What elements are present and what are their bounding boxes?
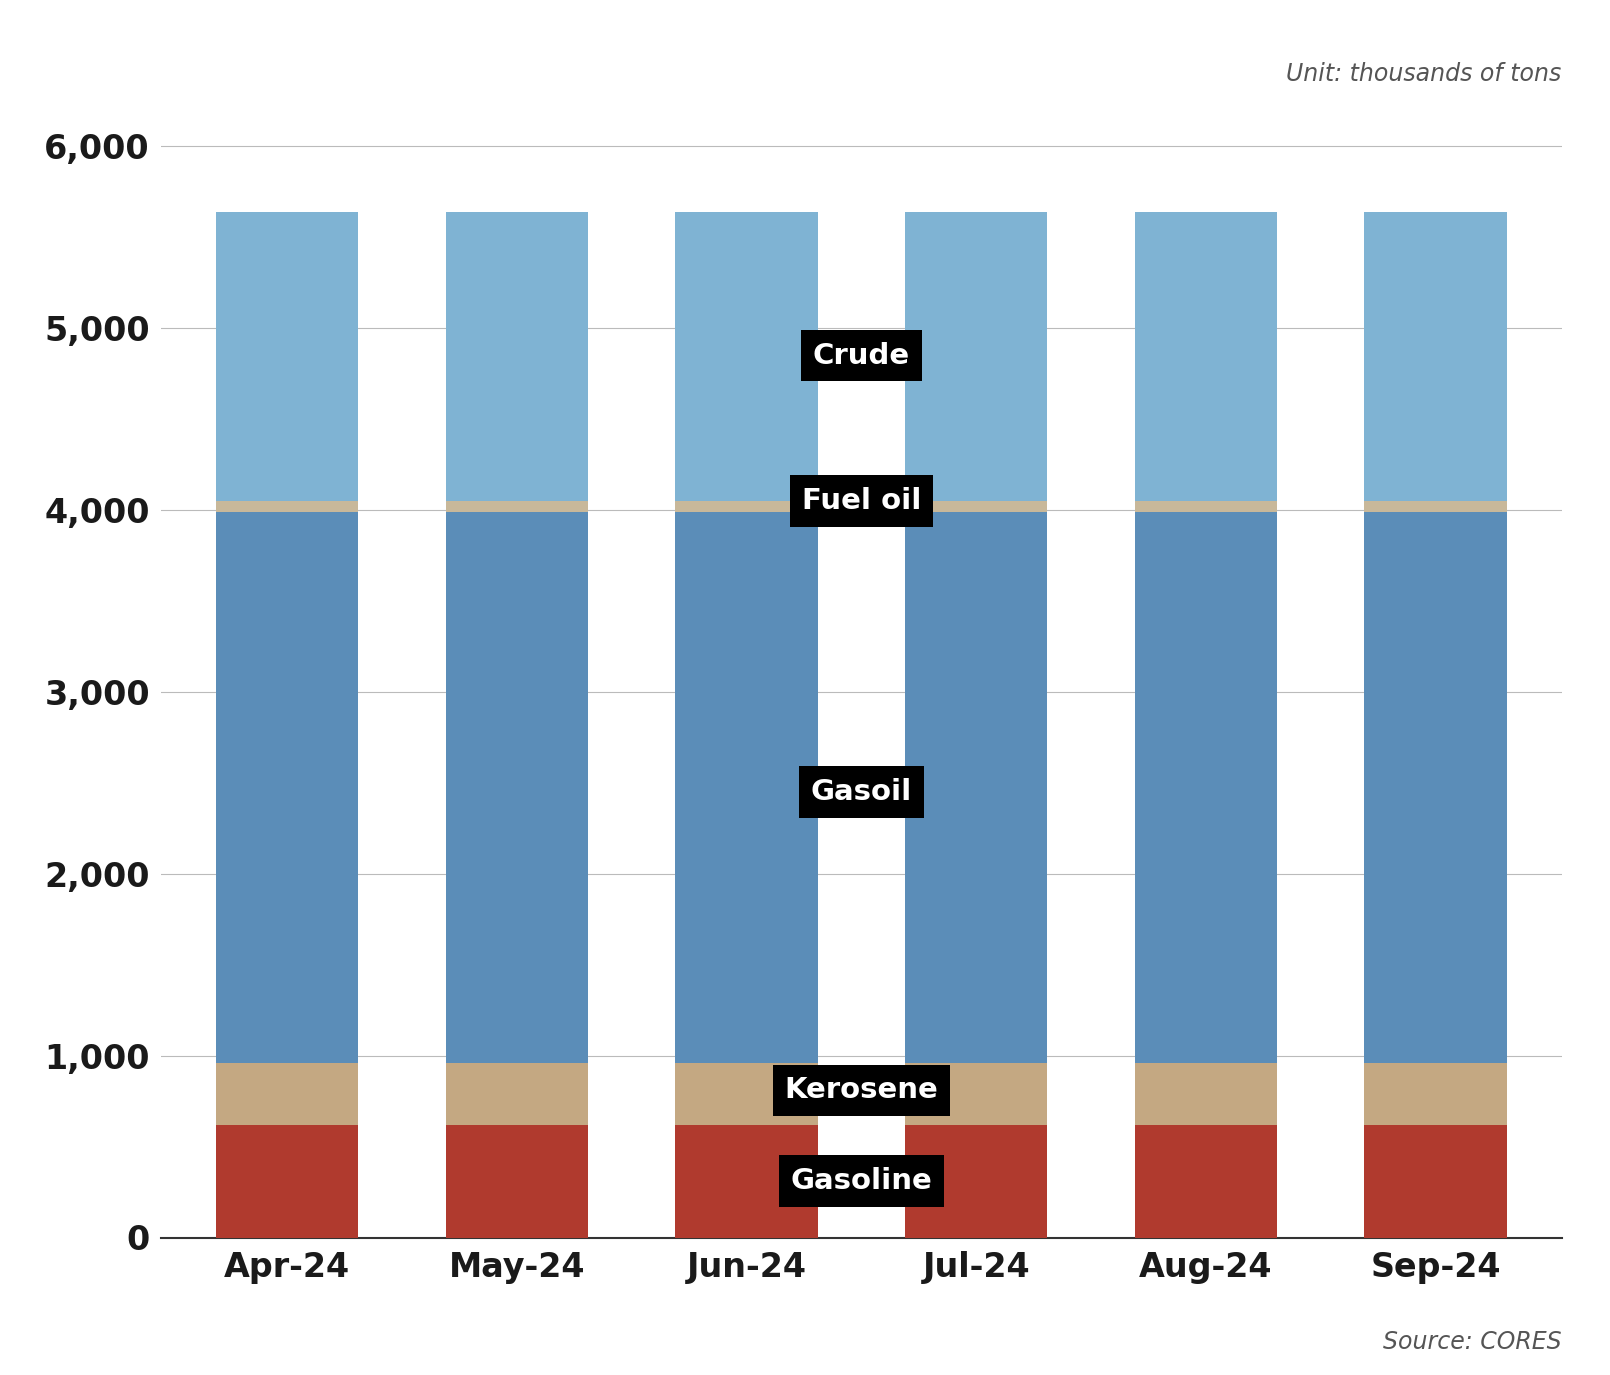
Bar bbox=[446, 212, 588, 500]
Bar bbox=[905, 512, 1048, 1063]
Bar bbox=[446, 500, 588, 512]
Bar bbox=[675, 500, 818, 512]
Text: Gasoline: Gasoline bbox=[791, 1167, 932, 1195]
Bar bbox=[1364, 1125, 1507, 1238]
Bar bbox=[1135, 512, 1277, 1063]
Bar bbox=[905, 212, 1048, 500]
Bar bbox=[675, 1063, 818, 1125]
Bar bbox=[446, 1063, 588, 1125]
Bar bbox=[446, 512, 588, 1063]
Text: Source: CORES: Source: CORES bbox=[1383, 1331, 1562, 1354]
Bar bbox=[216, 512, 359, 1063]
Bar bbox=[446, 1125, 588, 1238]
Bar bbox=[1135, 212, 1277, 500]
Bar bbox=[675, 212, 818, 500]
Bar bbox=[1135, 500, 1277, 512]
Bar bbox=[1364, 212, 1507, 500]
Text: Crude: Crude bbox=[813, 341, 910, 370]
Bar bbox=[905, 500, 1048, 512]
Text: Unit: thousands of tons: Unit: thousands of tons bbox=[1286, 62, 1562, 85]
Bar bbox=[1364, 500, 1507, 512]
Bar bbox=[675, 512, 818, 1063]
Text: Gasoil: Gasoil bbox=[811, 778, 911, 806]
Bar bbox=[1135, 1125, 1277, 1238]
Bar bbox=[1364, 1063, 1507, 1125]
Bar bbox=[1364, 512, 1507, 1063]
Bar bbox=[675, 1125, 818, 1238]
Bar bbox=[905, 1125, 1048, 1238]
Bar bbox=[216, 500, 359, 512]
Text: Fuel oil: Fuel oil bbox=[802, 487, 921, 516]
Bar bbox=[216, 212, 359, 500]
Bar bbox=[216, 1063, 359, 1125]
Bar bbox=[1135, 1063, 1277, 1125]
Text: Kerosene: Kerosene bbox=[784, 1077, 939, 1104]
Bar bbox=[905, 1063, 1048, 1125]
Bar bbox=[216, 1125, 359, 1238]
